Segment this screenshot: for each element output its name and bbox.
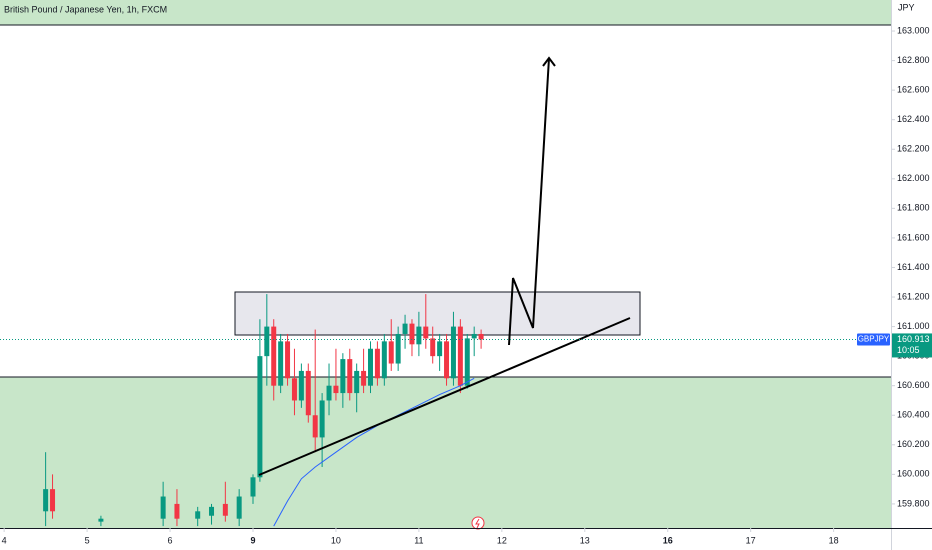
arrow-head: [542, 56, 556, 67]
x-tick-label: 6: [168, 535, 173, 545]
candle-body: [271, 326, 277, 386]
zone-bottom: [0, 377, 891, 528]
x-tick-label: 4: [2, 535, 7, 545]
candle-body: [416, 326, 422, 345]
candle-body: [305, 370, 311, 416]
y-tick-label: 161.400: [897, 262, 930, 272]
event-icon-bolt: [475, 518, 480, 529]
x-tick-label: 16: [663, 535, 673, 545]
drawings: [0, 0, 891, 528]
y-tick-label: 161.800: [897, 203, 930, 213]
plot: [43, 294, 484, 527]
moving-average: [273, 377, 475, 527]
candle-body: [160, 496, 166, 519]
x-tick-label: 9: [250, 535, 255, 545]
annotations: [258, 56, 631, 530]
x-tick-label: 11: [414, 535, 423, 545]
trend-line: [258, 317, 631, 476]
last-price-tag: [892, 333, 932, 358]
candle-body: [457, 326, 463, 386]
resistance-box: [234, 291, 641, 336]
candle-body: [285, 341, 291, 379]
projection-arrow: [508, 57, 550, 346]
candle-body: [437, 341, 443, 357]
candle-body: [278, 341, 284, 386]
candle-body: [326, 385, 332, 401]
candle-body: [450, 326, 456, 379]
candle-body: [340, 359, 346, 394]
y-tick-label: 163.000: [897, 25, 930, 35]
candle-body: [388, 341, 394, 364]
last-price-label: 160.913: [897, 334, 930, 344]
candle-body: [291, 378, 297, 401]
candle-body: [381, 341, 387, 379]
y-tick-label: 162.200: [897, 144, 930, 154]
y-tick-label: 160.000: [897, 469, 930, 479]
chart-title: British Pound / Japanese Yen, 1h, FXCM: [4, 4, 167, 14]
y-tick-label: 162.400: [897, 114, 930, 124]
y-tick-label: 162.000: [897, 173, 930, 183]
symbol-label: GBPJPY: [858, 335, 890, 344]
candle-body: [174, 503, 180, 519]
y-tick-label: 159.800: [897, 498, 930, 508]
candle-body: [298, 370, 304, 401]
y-tick-label: 162.800: [897, 55, 930, 65]
x-tick-label: 5: [85, 535, 90, 545]
candle-body: [98, 518, 104, 522]
candle-body: [478, 333, 484, 340]
candle-body: [264, 326, 270, 357]
y-tick-label: 160.400: [897, 410, 930, 420]
y-tick-label: 161.000: [897, 321, 930, 331]
x-tick-label: 13: [580, 535, 590, 545]
candle-body: [347, 359, 353, 394]
candle-body: [250, 477, 256, 497]
candle-body: [395, 333, 401, 364]
x-tick-label: 17: [746, 535, 756, 545]
y-tick-label: 161.600: [897, 232, 930, 242]
event-icon[interactable]: [471, 516, 485, 530]
candle-body: [50, 489, 56, 512]
candle-body: [374, 348, 380, 379]
x-tick-label: 12: [497, 535, 507, 545]
zone-top: [0, 0, 891, 25]
candle-body: [312, 415, 318, 438]
x-tick-label: 10: [331, 535, 341, 545]
candle-body: [409, 323, 415, 345]
symbol-tag: [857, 333, 890, 346]
candle-body: [430, 338, 436, 357]
candle-body: [195, 511, 201, 519]
candle-body: [471, 333, 477, 339]
x-tick-label: 18: [829, 535, 839, 545]
y-tick-label: 160.600: [897, 380, 930, 390]
candle-body: [464, 338, 470, 386]
candle-body: [354, 370, 360, 394]
candle-body: [319, 400, 325, 438]
y-axis-label: JPY: [898, 2, 915, 12]
candle-body: [43, 489, 49, 512]
candle-body: [222, 503, 228, 516]
candle-body: [423, 326, 429, 339]
candle-body: [402, 323, 408, 334]
candle-body: [361, 370, 367, 386]
countdown-label: 10:05: [897, 345, 920, 355]
y-tick-label: 161.200: [897, 291, 930, 301]
candle-body: [368, 348, 374, 386]
candle-body: [333, 385, 339, 394]
candle-body: [236, 496, 242, 519]
candle-body: [444, 341, 450, 379]
y-tick-label: 160.200: [897, 439, 930, 449]
y-tick-label: 162.600: [897, 85, 930, 95]
candle-body: [257, 356, 263, 478]
candle-body: [209, 506, 215, 516]
